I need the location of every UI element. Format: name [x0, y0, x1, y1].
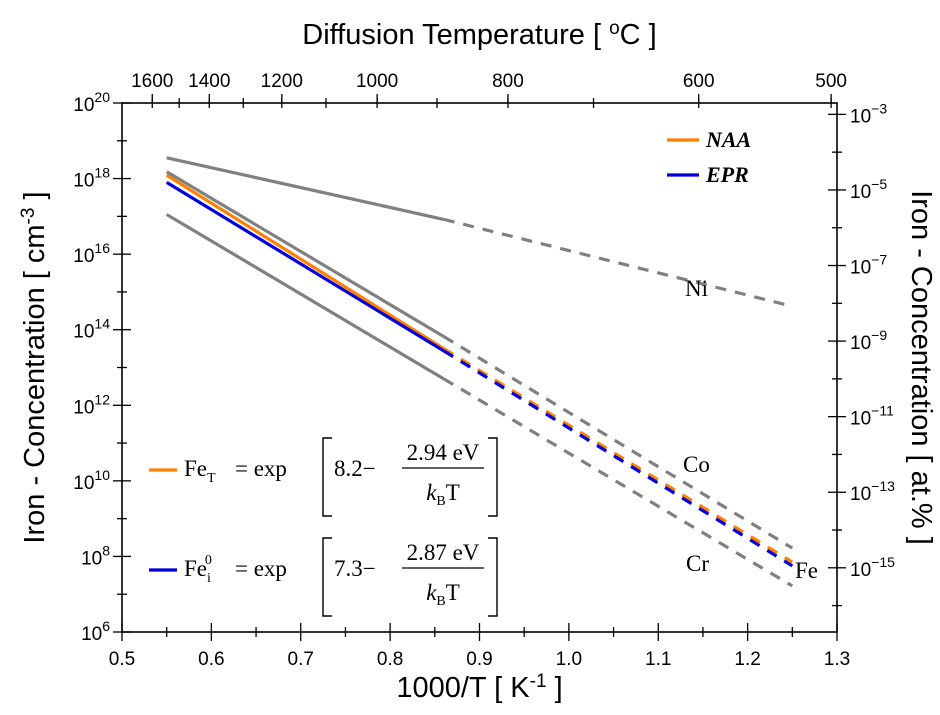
y-tick-label: 108 — [81, 542, 110, 569]
x-axis-title: 1000/T [ K-1 ] — [396, 671, 562, 705]
x-tick-label: 0.5 — [109, 649, 135, 670]
formula-prefactor: 8.2− — [334, 456, 376, 481]
formula-prefactor: 7.3− — [334, 556, 376, 581]
right-tick-label: 10−13 — [850, 478, 895, 505]
series-cr-dashed — [442, 377, 794, 588]
formula-eq: = exp — [235, 556, 287, 581]
formula-2: Fei0 = exp 7.3− 2.87 eV kBT — [149, 537, 498, 617]
x-tick-label: 1.1 — [645, 649, 671, 670]
x-tick-label: 1.2 — [734, 649, 760, 670]
y-tick-label: 1016 — [73, 240, 110, 267]
formula-numerator: 2.87 eV — [407, 540, 480, 565]
legend-epr-label: EPR — [705, 162, 749, 187]
y-tick-label: 106 — [81, 618, 110, 645]
series-ni-dashed — [443, 217, 793, 308]
top-tick-label: 1600 — [131, 71, 173, 92]
top-tick-label: 600 — [683, 71, 715, 92]
series-co-dashed — [442, 335, 794, 550]
series-naa-solid — [165, 173, 445, 350]
series-epr-solid — [165, 180, 445, 353]
x-tick-label: 0.8 — [377, 649, 403, 670]
formula-1: FeT = exp 8.2− 2.94 eV kBT — [149, 437, 498, 517]
formula-bracket-left — [322, 437, 332, 517]
formula-lhs: FeT — [184, 456, 216, 486]
curve-label-ni: Ni — [685, 276, 708, 301]
left-axis-title: Iron - Concentration [ cm-3 ] — [18, 191, 52, 543]
top-axis-title: Diffusion Temperature [ oC ] — [302, 18, 656, 52]
x-tick-label: 0.6 — [198, 649, 224, 670]
y-tick-label: 1010 — [73, 467, 110, 494]
right-tick-label: 10−7 — [850, 252, 887, 279]
right-tick-label: 10−11 — [850, 403, 894, 430]
right-tick-label: 10−3 — [850, 100, 887, 127]
top-tick-label: 1400 — [188, 71, 230, 92]
series-cr-solid — [165, 213, 445, 381]
curve-label-fe: Fe — [795, 558, 818, 583]
right-tick-label: 10−15 — [850, 554, 895, 581]
right-tick-label: 10−5 — [850, 176, 887, 203]
curve-label-co: Co — [683, 452, 710, 477]
formula-eq: = exp — [235, 456, 287, 481]
series-ni-solid — [166, 156, 445, 221]
series-naa-dashed — [442, 347, 794, 564]
y-tick-label: 1020 — [73, 89, 110, 116]
x-tick-label: 1.0 — [556, 649, 582, 670]
formula-numerator: 2.94 eV — [407, 440, 480, 465]
formula-denominator: kBT — [426, 580, 460, 609]
x-tick-label: 0.9 — [466, 649, 492, 670]
formula-bracket-right — [488, 437, 498, 517]
series-epr-dashed — [442, 349, 794, 568]
formula-bracket-right — [488, 537, 498, 617]
x-tick-label: 1.3 — [824, 649, 850, 670]
top-tick-label: 800 — [492, 71, 524, 92]
x-tick-label: 0.7 — [288, 649, 314, 670]
series-co-solid — [165, 170, 445, 338]
top-tick-label: 500 — [815, 71, 847, 92]
formula-denominator: kBT — [426, 480, 460, 509]
formula-lhs: Fei0 — [184, 553, 212, 586]
top-tick-label: 1000 — [356, 71, 398, 92]
y-tick-label: 1012 — [73, 391, 110, 418]
curve-label-cr: Cr — [686, 551, 709, 576]
formula-bracket-left — [322, 537, 332, 617]
top-tick-label: 1200 — [261, 71, 303, 92]
y-tick-label: 1018 — [73, 165, 110, 192]
legend-naa-label: NAA — [705, 127, 751, 152]
right-axis-title: Iron - Concentration [ at.% ] — [905, 190, 937, 545]
right-tick-label: 10−9 — [850, 327, 887, 354]
y-tick-label: 1014 — [73, 316, 110, 343]
